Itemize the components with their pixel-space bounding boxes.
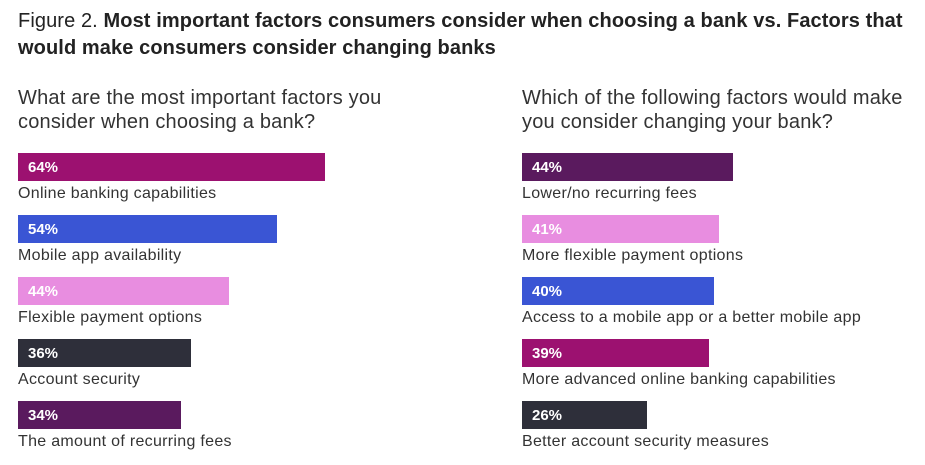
chart-left-panel: What are the most important factors you … (18, 86, 438, 450)
bar-row: 54% Mobile app availability (18, 215, 438, 267)
bar-row: 34% The amount of recurring fees (18, 401, 438, 453)
figure-title: Figure 2. Most important factors consume… (18, 8, 908, 62)
bar-category-label: More advanced online banking capabilitie… (522, 371, 836, 388)
bar-row: 44% Lower/no recurring fees (522, 153, 925, 205)
bar-row: 40% Access to a mobile app or a better mo… (522, 277, 925, 329)
bar-category-label: Lower/no recurring fees (522, 185, 697, 202)
figure-heading: Most important factors consumers conside… (18, 10, 903, 59)
bar: 54% (18, 215, 277, 243)
chart-right-question: Which of the following factors would mak… (522, 87, 903, 133)
bar: 41% (522, 215, 719, 243)
bar: 40% (522, 277, 714, 305)
bar: 34% (18, 401, 181, 429)
bar-row: 39% More advanced online banking capabili… (522, 339, 925, 391)
bar: 39% (522, 339, 709, 367)
bar: 26% (522, 401, 647, 429)
bar-row: 64% Online banking capabilities (18, 153, 438, 205)
bar-category-label: Online banking capabilities (18, 185, 217, 202)
chart-right-panel: Which of the following factors would mak… (522, 86, 925, 450)
bar-category-label: Access to a mobile app or a better mobil… (522, 309, 862, 326)
bar-category-label: Account security (18, 371, 141, 388)
bar-row: 36% Account security (18, 339, 438, 391)
bar-row: 26% Better account security measures (522, 401, 925, 453)
bar: 44% (18, 277, 229, 305)
bar: 44% (522, 153, 733, 181)
bar: 64% (18, 153, 325, 181)
bar-category-label: Better account security measures (522, 433, 770, 450)
bar-category-label: The amount of recurring fees (18, 433, 232, 450)
bar-category-label: Mobile app availability (18, 247, 182, 264)
figure-number: Figure 2. (18, 10, 98, 32)
chart-left-question: What are the most important factors you … (18, 87, 382, 133)
bar-row: 44% Flexible payment options (18, 277, 438, 329)
bar-category-label: Flexible payment options (18, 309, 203, 326)
bar: 36% (18, 339, 191, 367)
bar-row: 41% More flexible payment options (522, 215, 925, 267)
bar-category-label: More flexible payment options (522, 247, 744, 264)
